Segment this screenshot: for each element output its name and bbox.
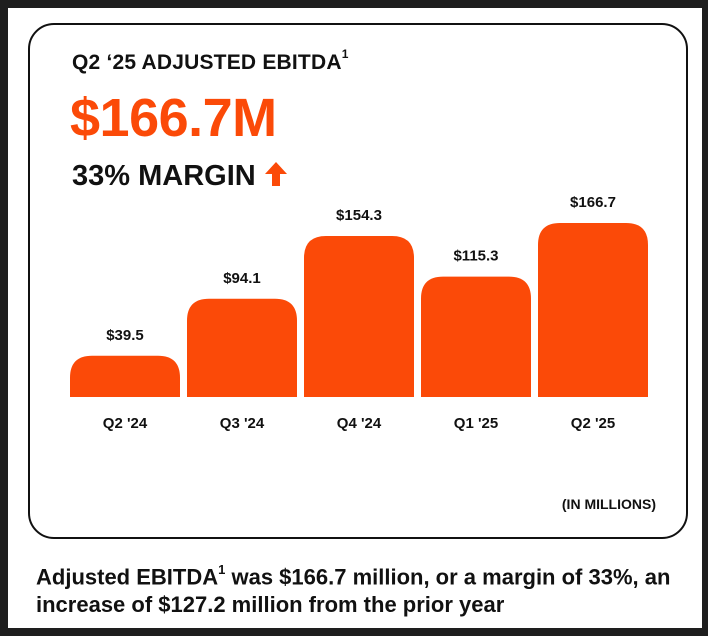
category-label-1: Q3 '24 xyxy=(220,415,265,432)
ebitda-card: Q2 ‘25 ADJUSTED EBITDA1 $166.7M 33% MARG… xyxy=(28,23,688,539)
bar-3 xyxy=(421,276,531,397)
data-label-0: $39.5 xyxy=(106,327,144,344)
footnote-marker: 1 xyxy=(341,47,349,61)
caption-suffix: was $166.7 million, or a margin of 33%, … xyxy=(36,564,671,618)
category-label-4: Q2 '25 xyxy=(571,415,615,432)
bar-4 xyxy=(538,223,648,397)
caption-footnote-marker: 1 xyxy=(218,562,226,577)
caption-prefix: Adjusted EBITDA xyxy=(36,564,219,590)
arrow-up-icon xyxy=(264,161,288,192)
category-label-2: Q4 '24 xyxy=(337,415,382,432)
category-label-0: Q2 '24 xyxy=(103,415,148,432)
margin-label: 33% MARGIN xyxy=(72,160,256,192)
headline-value: $166.7M xyxy=(70,88,277,148)
bar-2 xyxy=(304,235,414,397)
card-title: Q2 ‘25 ADJUSTED EBITDA1 xyxy=(72,47,349,75)
slide-frame: Q2 ‘25 ADJUSTED EBITDA1 $166.7M 33% MARG… xyxy=(8,8,702,628)
caption: Adjusted EBITDA1 was $166.7 million, or … xyxy=(36,558,696,619)
card-title-text: Q2 ‘25 ADJUSTED EBITDA xyxy=(72,51,342,74)
data-label-2: $154.3 xyxy=(336,207,382,224)
category-label-3: Q1 '25 xyxy=(454,415,498,432)
units-label: (IN MILLIONS) xyxy=(561,496,656,512)
ebitda-bar-chart: $39.5 Q2 '24 $94.1 Q3 '24 $154.3 Q4 '24 $115.3… xyxy=(70,194,648,432)
data-label-4: $166.7 xyxy=(570,194,616,211)
margin-row: 33% MARGIN xyxy=(72,160,288,193)
data-label-1: $94.1 xyxy=(223,270,261,287)
bar-0 xyxy=(70,355,180,397)
data-label-3: $115.3 xyxy=(453,248,498,265)
bar-1 xyxy=(187,298,297,397)
